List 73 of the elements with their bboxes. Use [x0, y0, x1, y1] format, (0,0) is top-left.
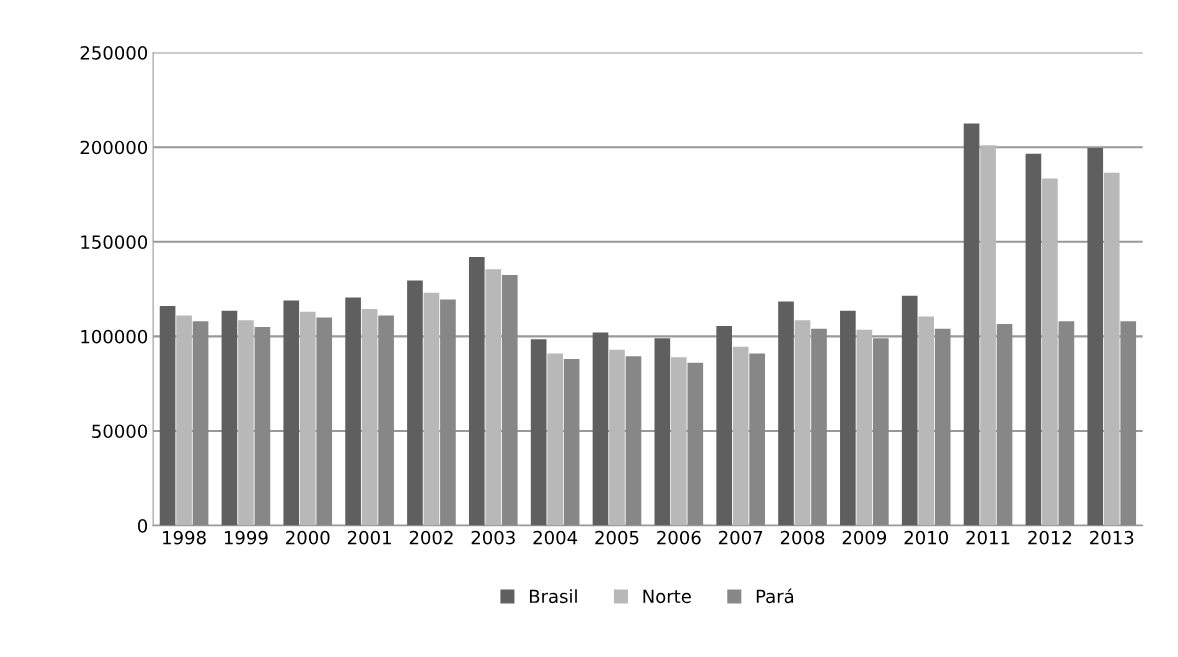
- bar: [563, 359, 580, 526]
- y-tick-label: 50000: [92, 424, 148, 439]
- bar: [732, 346, 749, 526]
- x-tick-label: 2011: [966, 530, 1010, 545]
- y-tick-label: 250000: [80, 46, 148, 60]
- y-tick-label: 200000: [80, 140, 148, 155]
- bar: [996, 324, 1013, 526]
- bar: [918, 316, 935, 526]
- bar: [840, 310, 856, 526]
- x-tick-label: 2010: [904, 530, 948, 545]
- bar: [670, 357, 687, 526]
- bar: [283, 300, 300, 526]
- x-tick-label: 1999: [224, 530, 268, 545]
- bar: [530, 339, 547, 526]
- bar: [1120, 321, 1137, 526]
- bar: [423, 292, 440, 526]
- bar: [625, 356, 642, 526]
- bar: [794, 320, 811, 526]
- bar: [716, 325, 733, 526]
- x-tick-label: 2006: [657, 530, 701, 545]
- bar: [592, 332, 609, 526]
- y-tick-label: 100000: [81, 329, 148, 344]
- bar: [1058, 321, 1075, 526]
- bar: [811, 328, 827, 526]
- bar: [1042, 178, 1058, 526]
- bar: [980, 145, 996, 526]
- bar: [547, 353, 563, 526]
- x-tick-label: 2000: [286, 530, 330, 545]
- bar: [176, 315, 192, 526]
- bar: [501, 274, 518, 526]
- bar: [221, 310, 238, 526]
- x-tick-label: 2002: [409, 530, 453, 545]
- bar: [159, 306, 176, 526]
- legend-label: Pará: [756, 588, 794, 604]
- x-tick-label: 2013: [1090, 530, 1134, 545]
- bar: [609, 349, 625, 526]
- bar: [440, 299, 456, 526]
- bar: [778, 301, 794, 526]
- bar: [1087, 148, 1104, 526]
- bar: [873, 338, 889, 526]
- bar: [901, 295, 918, 526]
- bar: [485, 269, 502, 526]
- x-tick-label: 2008: [780, 530, 825, 545]
- x-tick-label: 2003: [471, 530, 515, 545]
- bar: [192, 321, 209, 526]
- bar: [361, 308, 378, 526]
- x-tick-label: 2005: [595, 530, 639, 545]
- x-tick-label: 2001: [347, 530, 391, 545]
- y-tick-label: 150000: [81, 235, 148, 249]
- bar: [238, 320, 254, 526]
- x-tick-label: 2009: [842, 530, 887, 545]
- bar: [254, 326, 271, 526]
- bar: [1103, 172, 1120, 526]
- bar: [687, 362, 704, 526]
- x-tick-label: 2004: [533, 530, 578, 545]
- bar: [316, 317, 333, 526]
- bar: [378, 315, 394, 526]
- x-tick-label: 2012: [1028, 530, 1072, 545]
- legend-label: Norte: [643, 589, 691, 604]
- legend-label: Brasil: [529, 589, 577, 604]
- bar: [963, 123, 980, 526]
- x-tick-label: 1998: [163, 530, 206, 545]
- bar: [1025, 153, 1042, 526]
- bar: [345, 297, 361, 526]
- bar: [654, 338, 671, 526]
- bar: [934, 328, 951, 526]
- y-tick-label: 0: [137, 519, 148, 533]
- bar: [299, 311, 316, 526]
- bar: [749, 353, 765, 526]
- bar: [856, 329, 873, 526]
- bar: [468, 256, 485, 526]
- bar: [407, 280, 423, 526]
- x-tick-label: 2007: [719, 530, 763, 545]
